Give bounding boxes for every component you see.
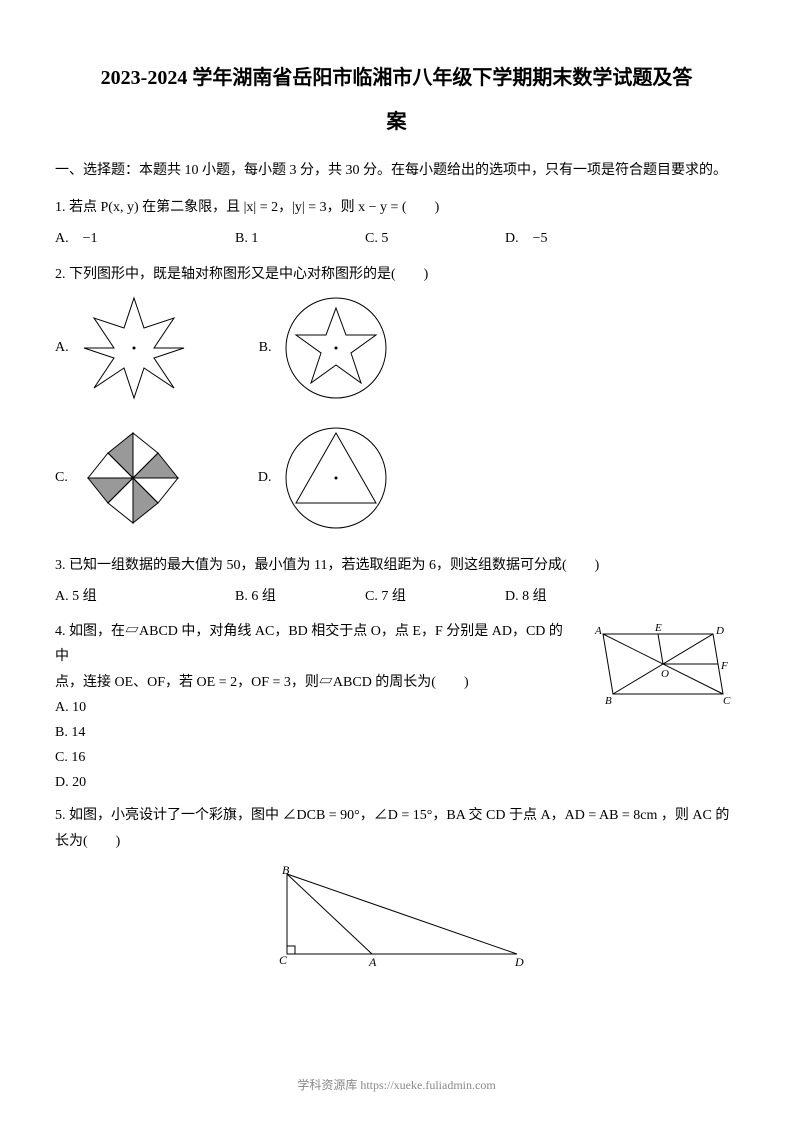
question-4: 4. 如图，在▱ABCD 中，对角线 AC，BD 相交于点 O，点 E，F 分别… [55,619,738,795]
q2-shape-a: A. [55,293,259,403]
q2-label-c: C. [55,465,68,490]
q3-option-a: A. 5 组 [55,584,235,609]
circle-star-icon [281,293,391,403]
q1-text: 1. 若点 P(x, y) 在第二象限，且 |x| = 2，|y| = 3，则 … [55,195,738,220]
q2-shapes-row1: A. B. [55,293,738,403]
q3-option-b: B. 6 组 [235,584,365,609]
svg-text:A: A [594,625,602,637]
q2-shape-b: B. [259,293,462,403]
exam-title-line2: 案 [55,104,738,140]
svg-text:B: B [605,695,612,707]
q4-option-c: C. 16 [55,745,568,770]
q3-option-c: C. 7 组 [365,584,505,609]
q4-figure: A E D F O B C [583,619,738,795]
q3-options: A. 5 组 B. 6 组 C. 7 组 D. 8 组 [55,584,738,609]
exam-title-line1: 2023-2024 学年湖南省岳阳市临湘市八年级下学期期末数学试题及答 [55,60,738,96]
q2-label-d: D. [258,465,272,490]
pinwheel-icon [78,423,188,533]
triangle-flag-diagram-icon: B C A D [257,864,537,974]
svg-text:F: F [720,660,728,672]
q4-option-b: B. 14 [55,720,568,745]
q5-figure: B C A D [55,864,738,983]
section1-header: 一、选择题：本题共 10 小题，每小题 3 分，共 30 分。在每小题给出的选项… [55,158,738,183]
q4-option-d: D. 20 [55,770,568,795]
question-5: 5. 如图，小亮设计了一个彩旗，图中 ∠DCB = 90°，∠D = 15°，B… [55,803,738,983]
circle-triangle-icon [281,423,391,533]
q1-option-b: B. 1 [235,226,365,251]
q1-option-d: D. −5 [505,226,625,251]
q1-option-c: C. 5 [365,226,505,251]
svg-text:C: C [279,953,288,967]
q2-shapes-row2: C. D. [55,423,738,533]
q2-label-a: A. [55,335,69,360]
q2-shape-d: D. [258,423,462,533]
page-footer: 学科资源库 https://xueke.fuliadmin.com [0,1075,793,1097]
svg-text:O: O [661,668,669,680]
q2-label-b: B. [259,335,272,360]
q1-option-a: A. −1 [55,226,235,251]
q5-text: 5. 如图，小亮设计了一个彩旗，图中 ∠DCB = 90°，∠D = 15°，B… [55,803,738,853]
svg-text:D: D [514,955,524,969]
q2-text: 2. 下列图形中，既是轴对称图形又是中心对称图形的是( ) [55,262,738,287]
question-1: 1. 若点 P(x, y) 在第二象限，且 |x| = 2，|y| = 3，则 … [55,195,738,251]
question-3: 3. 已知一组数据的最大值为 50，最小值为 11，若选取组距为 6，则这组数据… [55,553,738,609]
star-shape-icon [79,293,189,403]
question-2: 2. 下列图形中，既是轴对称图形又是中心对称图形的是( ) A. B. C. [55,262,738,533]
svg-text:D: D [715,625,724,637]
svg-text:A: A [368,955,377,969]
q4-text-line2: 点，连接 OE、OF，若 OE = 2，OF = 3，则▱ABCD 的周长为( … [55,670,568,695]
parallelogram-diagram-icon: A E D F O B C [583,619,738,709]
svg-text:C: C [723,695,731,707]
q4-text-line1: 4. 如图，在▱ABCD 中，对角线 AC，BD 相交于点 O，点 E，F 分别… [55,619,568,669]
svg-text:E: E [654,622,662,634]
q4-option-a: A. 10 [55,695,568,720]
q2-shape-c: C. [55,423,258,533]
q3-text: 3. 已知一组数据的最大值为 50，最小值为 11，若选取组距为 6，则这组数据… [55,553,738,578]
q3-option-d: D. 8 组 [505,584,625,609]
q1-options: A. −1 B. 1 C. 5 D. −5 [55,226,738,251]
svg-text:B: B [282,864,290,877]
